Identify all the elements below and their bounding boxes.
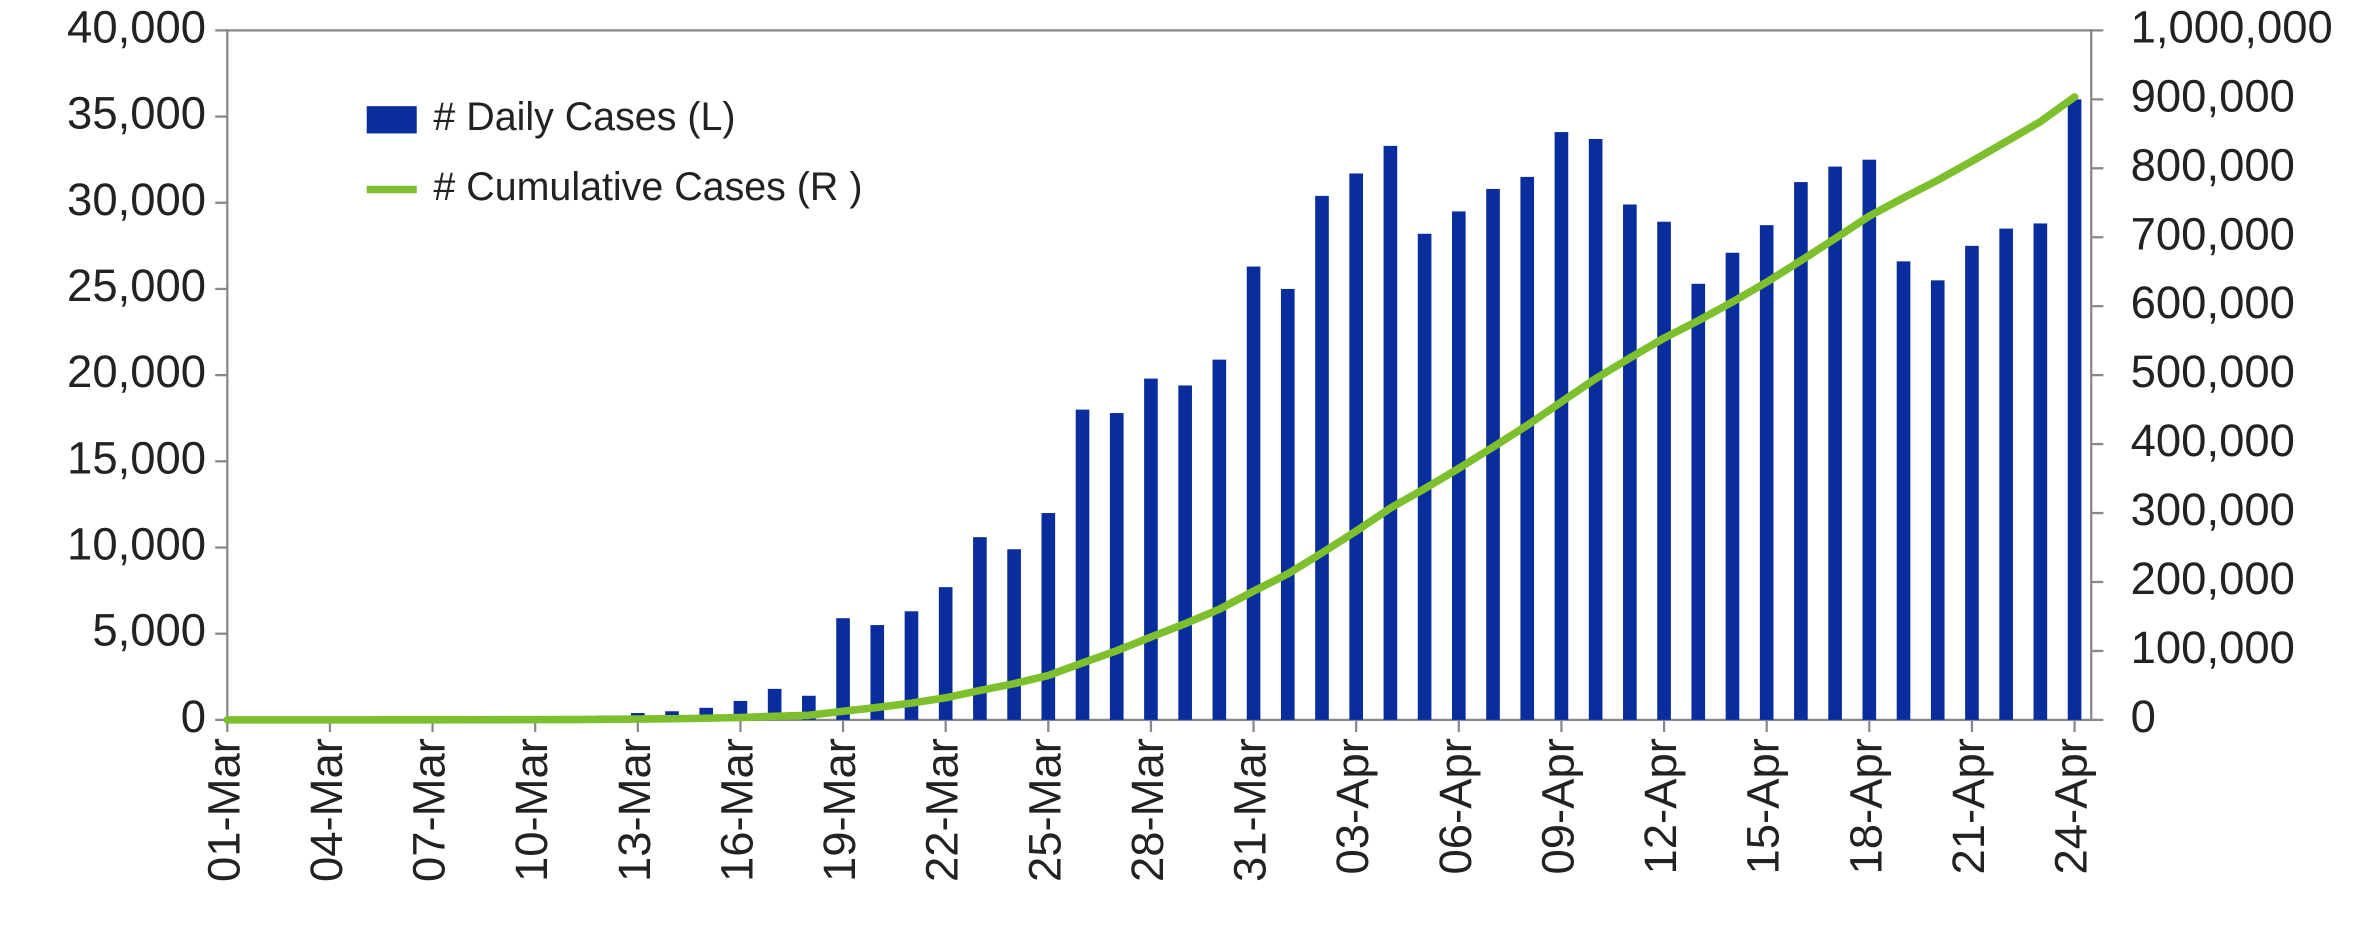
legend-label: # Daily Cases (L) xyxy=(433,95,735,139)
bar xyxy=(1110,413,1124,720)
x-tick-label: 04-Mar xyxy=(301,738,352,882)
x-tick-label: 06-Apr xyxy=(1430,738,1481,874)
x-tick-label: 21-Apr xyxy=(1943,738,1994,874)
bar xyxy=(1555,132,1569,720)
bar xyxy=(1349,173,1363,719)
y-tick-label: 40,000 xyxy=(67,1,206,52)
bar xyxy=(1965,246,1979,720)
y2-tick-label: 300,000 xyxy=(2131,484,2295,535)
bar xyxy=(1760,225,1774,720)
y-tick-label: 20,000 xyxy=(67,346,206,397)
x-tick-label: 03-Apr xyxy=(1327,738,1378,874)
y2-tick-label: 1,000,000 xyxy=(2131,1,2333,52)
x-tick-label: 12-Apr xyxy=(1635,738,1686,874)
bar xyxy=(1213,360,1227,720)
y2-tick-label: 500,000 xyxy=(2131,346,2295,397)
x-tick-label: 22-Mar xyxy=(917,738,968,882)
bar xyxy=(1007,549,1021,720)
x-tick-label: 31-Mar xyxy=(1225,738,1276,882)
bar xyxy=(2068,99,2082,720)
bar xyxy=(1862,160,1876,720)
bar xyxy=(1726,253,1740,720)
y2-tick-label: 100,000 xyxy=(2131,622,2295,673)
y2-tick-label: 0 xyxy=(2131,691,2156,742)
bar xyxy=(1384,146,1398,720)
bar xyxy=(1144,379,1158,720)
legend-label: # Cumulative Cases (R ) xyxy=(433,165,862,209)
bar xyxy=(2034,223,2048,719)
x-tick-label: 15-Apr xyxy=(1738,738,1789,874)
bar xyxy=(1999,229,2013,720)
bar xyxy=(1315,196,1329,720)
x-tick-label: 28-Mar xyxy=(1122,738,1173,882)
x-tick-label: 07-Mar xyxy=(404,738,455,882)
bar xyxy=(1178,385,1192,719)
legend-swatch xyxy=(367,106,417,133)
y-tick-label: 5,000 xyxy=(92,605,206,656)
bar xyxy=(1281,289,1295,720)
y-tick-label: 15,000 xyxy=(67,432,206,483)
y-tick-label: 0 xyxy=(181,691,206,742)
bar xyxy=(1931,280,1945,720)
y-tick-label: 10,000 xyxy=(67,519,206,570)
bar xyxy=(1691,284,1705,720)
x-tick-label: 16-Mar xyxy=(711,738,762,882)
x-tick-label: 25-Mar xyxy=(1019,738,1070,882)
y-tick-label: 30,000 xyxy=(67,174,206,225)
bar xyxy=(1076,410,1090,720)
x-tick-label: 01-Mar xyxy=(198,738,249,882)
bar xyxy=(1520,177,1534,720)
y-tick-label: 25,000 xyxy=(67,260,206,311)
y2-tick-label: 800,000 xyxy=(2131,139,2295,190)
y2-tick-label: 400,000 xyxy=(2131,415,2295,466)
bar xyxy=(1657,222,1671,720)
bar xyxy=(1623,204,1637,719)
x-tick-label: 18-Apr xyxy=(1840,738,1891,874)
bar xyxy=(1589,139,1603,720)
bar xyxy=(1041,513,1055,720)
bar xyxy=(836,618,850,720)
x-tick-label: 09-Apr xyxy=(1532,738,1583,874)
x-tick-label: 24-Apr xyxy=(2046,738,2097,874)
bar xyxy=(1897,261,1911,720)
y-tick-label: 35,000 xyxy=(67,88,206,139)
bar xyxy=(1247,267,1261,720)
x-tick-label: 19-Mar xyxy=(814,738,865,882)
y2-tick-label: 700,000 xyxy=(2131,208,2295,259)
bar xyxy=(1828,167,1842,720)
bar xyxy=(1418,234,1432,720)
y2-tick-label: 200,000 xyxy=(2131,553,2295,604)
y2-tick-label: 600,000 xyxy=(2131,277,2295,328)
x-tick-label: 10-Mar xyxy=(506,738,557,882)
x-tick-label: 13-Mar xyxy=(609,738,660,882)
y2-tick-label: 900,000 xyxy=(2131,70,2295,121)
